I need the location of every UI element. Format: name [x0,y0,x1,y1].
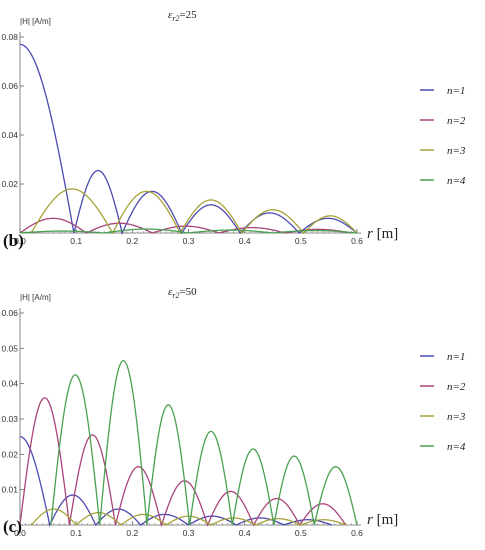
y-tick-label: 0.01 [1,485,18,495]
x-tick-label: 0.6 [351,528,363,538]
y-tick-label: 0.04 [1,379,18,389]
legend-label: n=1 [447,85,465,97]
series-line-n-4 [50,359,358,526]
legend-label: n=3 [447,145,466,157]
series-line-n-2 [19,397,347,528]
y-tick-label: 0.08 [1,32,18,42]
x-tick-label: 0.1 [70,528,82,538]
x-tick-label: 0.0 [14,236,26,246]
legend-label: n=4 [447,441,466,453]
x-tick-label: 0.0 [14,528,26,538]
y-tick-label: 0.03 [1,414,18,424]
y-tick-label: 0.06 [1,308,18,318]
x-tick-label: 0.2 [126,528,138,538]
x-axis-label: r [m] [367,226,398,242]
legend-label: n=1 [447,351,465,363]
title-subscript: r2 [172,14,179,23]
series-line-n-1 [19,43,358,235]
y-axis-label: |H| [A/m] [20,17,51,26]
y-tick-label: 0.02 [1,179,18,189]
y-tick-label: 0.06 [1,81,18,91]
x-axis-unit: [m] [373,512,398,528]
x-axis-unit: [m] [373,226,398,242]
title-value: =50 [179,286,197,298]
legend-label: n=3 [447,411,466,423]
legend-label: n=2 [447,115,466,127]
legend-label: n=2 [447,381,466,393]
x-tick-label: 0.1 [70,236,82,246]
y-tick-label: 0.04 [1,130,18,140]
chart-panel-0: εr2=25 |H| [A/m] 0.0 0.1 0.2 0.3 0.4 0.5 0.6 0.02… [1,9,465,250]
title-value: =25 [179,9,197,21]
x-tick-label: 0.6 [351,236,363,246]
x-axis-var: r [367,512,373,528]
x-tick-label: 0.4 [239,236,251,246]
x-tick-label: 0.3 [183,528,195,538]
y-tick-label: 0.05 [1,343,18,353]
chart-panel-1: εr2=50 |H| [A/m] 0.0 0.1 0.2 0.3 0.4 0.5 0.6 0.01… [1,286,465,538]
y-axis-label: |H| [A/m] [20,293,51,302]
series-line-n-4 [19,228,358,234]
x-tick-label: 0.5 [295,528,307,538]
title-symbol: ε [168,9,173,21]
title-subscript: r2 [172,291,179,300]
x-tick-label: 0.4 [239,528,251,538]
chart-title: εr2=25 [168,9,197,23]
legend-label: n=4 [447,175,466,187]
x-tick-label: 0.5 [295,236,307,246]
x-tick-label: 0.2 [126,236,138,246]
y-tick-label: 0.02 [1,449,18,459]
x-axis-var: r [367,226,373,242]
panel-label: (b) [3,231,24,250]
x-axis-label: r [m] [367,512,398,528]
x-tick-label: 0.3 [183,236,195,246]
title-symbol: ε [168,286,173,298]
panel-label: (c) [3,517,22,536]
chart-title: εr2=50 [168,286,197,300]
series-line-n-3 [30,188,358,235]
series-line-n-1 [19,436,332,527]
